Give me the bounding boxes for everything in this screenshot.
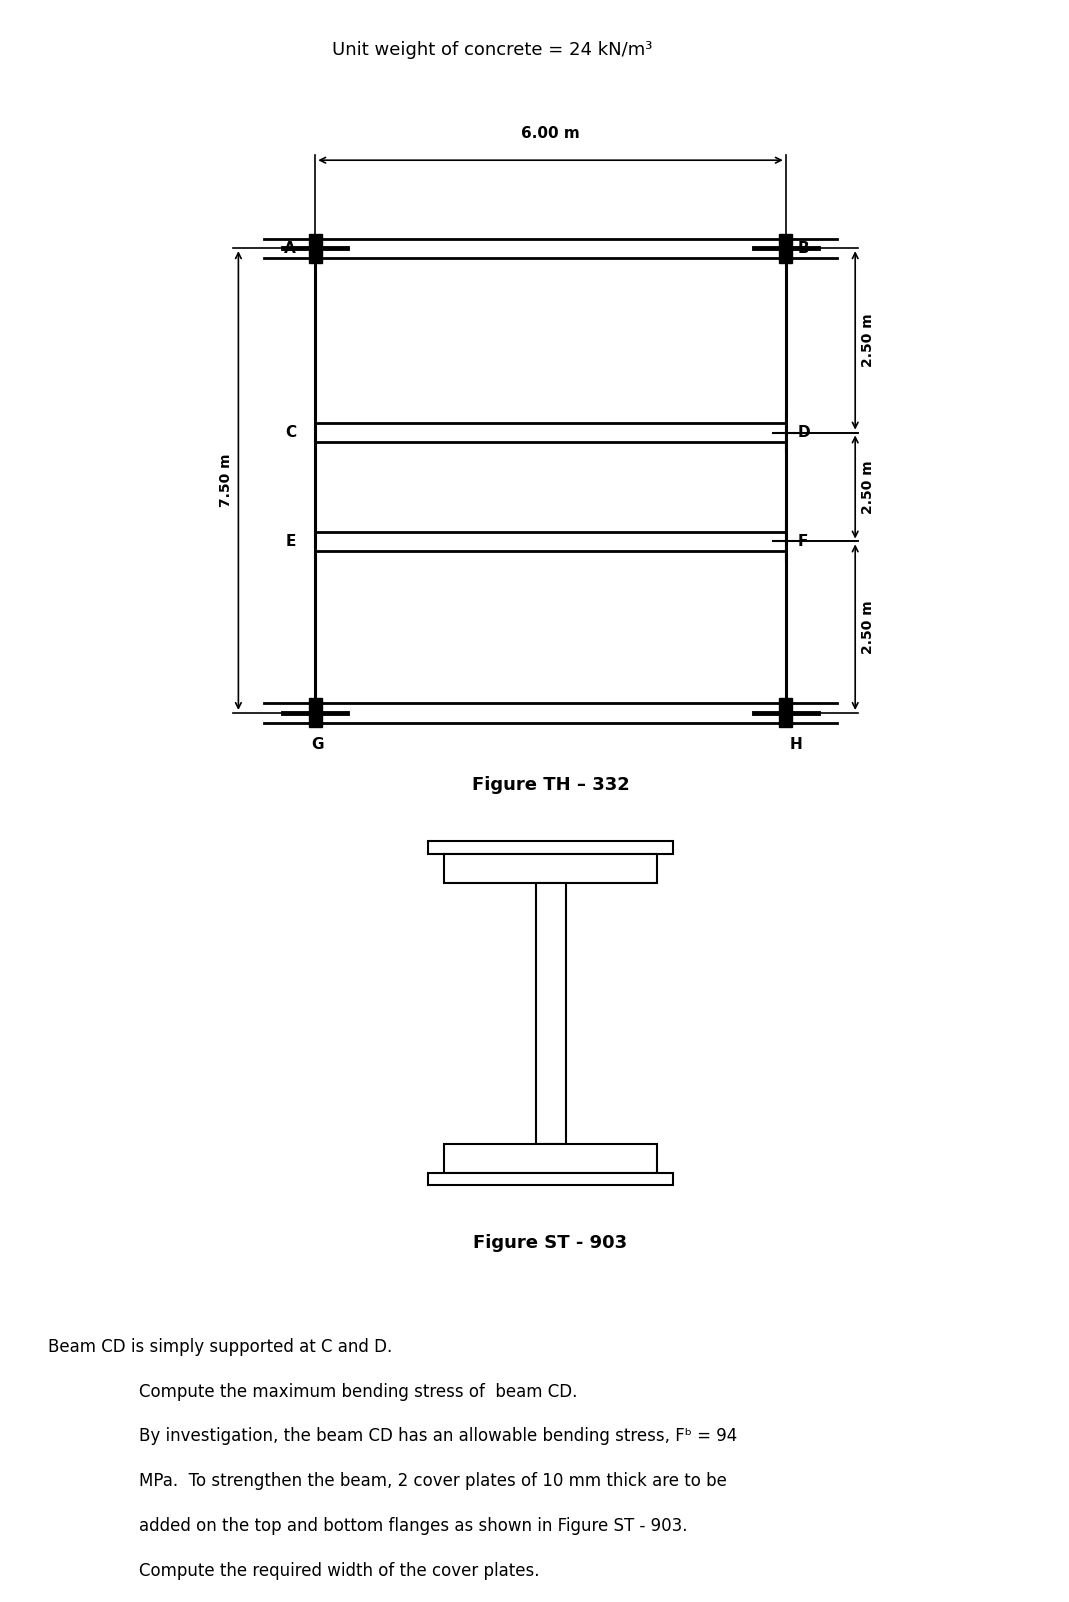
Bar xyxy=(779,234,792,263)
Bar xyxy=(428,1173,673,1185)
Text: 6.00 m: 6.00 m xyxy=(522,127,579,141)
Bar xyxy=(444,1144,657,1173)
Text: 7.50 m: 7.50 m xyxy=(218,453,233,508)
Text: B: B xyxy=(797,240,809,256)
Bar xyxy=(309,234,322,263)
Text: C: C xyxy=(285,425,296,441)
Bar xyxy=(779,698,792,727)
Text: D: D xyxy=(797,425,810,441)
Text: 2.50 m: 2.50 m xyxy=(861,601,876,654)
Text: Figure ST - 903: Figure ST - 903 xyxy=(474,1234,628,1251)
Bar xyxy=(536,883,566,1144)
Bar xyxy=(309,698,322,727)
Bar xyxy=(428,841,673,854)
Text: Compute the maximum bending stress of  beam CD.: Compute the maximum bending stress of be… xyxy=(139,1383,577,1400)
Text: Unit weight of concrete = 24 kN/m³: Unit weight of concrete = 24 kN/m³ xyxy=(331,40,652,59)
Text: Figure TH – 332: Figure TH – 332 xyxy=(471,775,630,795)
Text: Beam CD is simply supported at C and D.: Beam CD is simply supported at C and D. xyxy=(48,1338,392,1355)
Text: 2.50 m: 2.50 m xyxy=(861,460,876,514)
Bar xyxy=(444,854,657,883)
Text: A: A xyxy=(284,240,296,256)
Text: added on the top and bottom flanges as shown in Figure ST - 903.: added on the top and bottom flanges as s… xyxy=(139,1517,687,1535)
Text: H: H xyxy=(790,737,803,751)
Text: F: F xyxy=(797,533,808,549)
Text: E: E xyxy=(285,533,296,549)
Text: By investigation, the beam CD has an allowable bending stress, Fᵇ = 94: By investigation, the beam CD has an all… xyxy=(139,1427,738,1445)
Text: 2.50 m: 2.50 m xyxy=(861,314,876,367)
Text: MPa.  To strengthen the beam, 2 cover plates of 10 mm thick are to be: MPa. To strengthen the beam, 2 cover pla… xyxy=(139,1472,727,1490)
Text: G: G xyxy=(311,737,324,751)
Text: Compute the required width of the cover plates.: Compute the required width of the cover … xyxy=(139,1562,540,1580)
